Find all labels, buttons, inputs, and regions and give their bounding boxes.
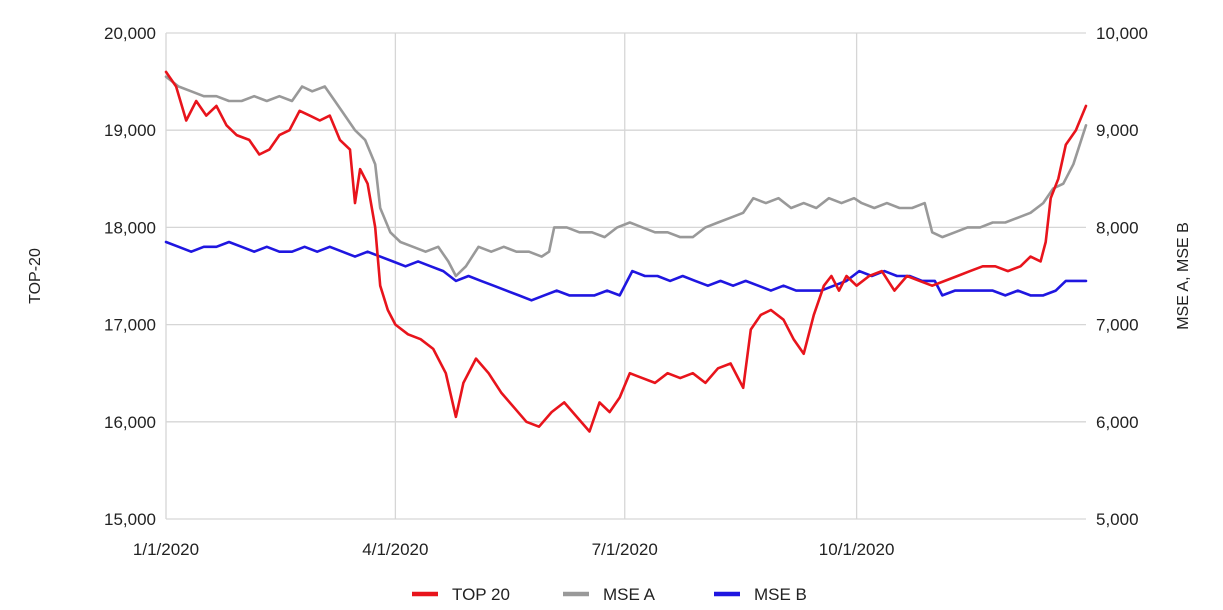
left-tick-label: 15,000 (104, 510, 156, 529)
x-tick-label: 1/1/2020 (133, 540, 199, 559)
series-line-top-20 (164, 70, 1088, 433)
left-tick-label: 16,000 (104, 413, 156, 432)
left-tick-label: 19,000 (104, 121, 156, 140)
x-tick-label: 4/1/2020 (362, 540, 428, 559)
right-tick-label: 5,000 (1096, 510, 1139, 529)
x-tick-label: 7/1/2020 (592, 540, 658, 559)
x-axis-ticks: 1/1/2020 4/1/2020 7/1/2020 10/1/2020 (133, 540, 895, 559)
right-tick-label: 6,000 (1096, 413, 1139, 432)
left-tick-label: 20,000 (104, 24, 156, 43)
gridlines (165, 32, 1086, 520)
left-axis-ticks: 15,000 16,000 17,000 18,000 19,000 20,000 (104, 24, 156, 529)
legend-label-top-20: TOP 20 (452, 585, 510, 604)
legend-label-mse-a: MSE A (603, 585, 656, 604)
series-line-mse-a (164, 75, 1088, 278)
legend-label-mse-b: MSE B (754, 585, 807, 604)
left-tick-label: 18,000 (104, 218, 156, 237)
legend: TOP 20 MSE A MSE B (412, 585, 807, 604)
series-lines (164, 70, 1088, 433)
right-tick-label: 10,000 (1096, 24, 1148, 43)
series-line-mse-b (164, 240, 1088, 302)
right-tick-label: 7,000 (1096, 316, 1139, 335)
left-axis-title: TOP-20 (27, 248, 44, 304)
right-tick-label: 9,000 (1096, 121, 1139, 140)
right-tick-label: 8,000 (1096, 218, 1139, 237)
x-tick-label: 10/1/2020 (819, 540, 895, 559)
right-axis-title: MSE A, MSE B (1175, 222, 1192, 330)
right-axis-ticks: 5,000 6,000 7,000 8,000 9,000 10,000 (1096, 24, 1148, 529)
left-tick-label: 17,000 (104, 316, 156, 335)
